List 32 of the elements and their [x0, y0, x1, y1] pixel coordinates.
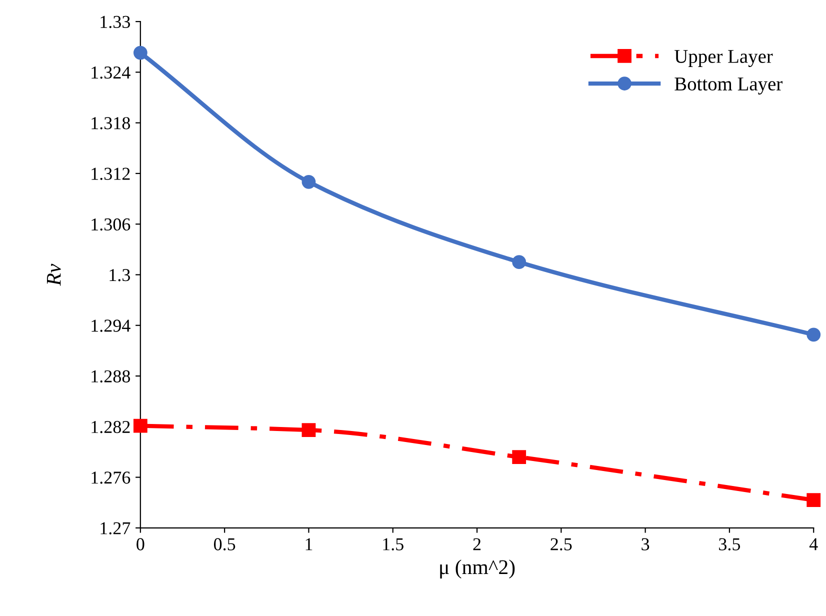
x-axis-title: μ (nm^2)	[440, 560, 515, 578]
x-tick-label: 1.5	[383, 538, 404, 550]
x-tick-label: 4	[809, 538, 818, 550]
legend-label: Bottom Layer	[674, 78, 782, 95]
point	[133, 418, 148, 433]
y-tick-label: 1.324	[92, 66, 130, 79]
point	[512, 255, 526, 270]
point	[302, 423, 316, 437]
y-axis-title: Rv	[46, 264, 61, 286]
point	[806, 493, 821, 508]
y-tick-label: 1.33	[100, 16, 130, 28]
point	[133, 46, 148, 60]
x-tick-label: 0	[136, 538, 144, 550]
y-tick-label: 1.27	[100, 522, 130, 534]
x-tick-label: 3	[642, 538, 650, 550]
y-tick-label: 1.3	[110, 269, 130, 282]
point	[302, 174, 316, 189]
point	[512, 450, 526, 464]
y-tick-label: 1.318	[92, 117, 130, 130]
y-tick-label: 1.288	[92, 370, 130, 383]
x-tick-label: 2.5	[550, 538, 572, 550]
y-tick-label: 1.312	[92, 168, 130, 180]
y-tick-label: 1.306	[92, 218, 130, 231]
x-tick-label: 1	[306, 538, 312, 550]
y-tick-label: 1.294	[92, 320, 130, 332]
x-tick-label: 2	[473, 538, 481, 550]
y-tick-label: 1.282	[92, 420, 130, 434]
point	[806, 328, 821, 342]
x-tick-label: 0.5	[214, 538, 236, 550]
legend-label: Upper Layer	[674, 50, 773, 67]
x-tick-label: 3.5	[719, 538, 740, 550]
y-tick-label: 1.276	[92, 472, 130, 484]
